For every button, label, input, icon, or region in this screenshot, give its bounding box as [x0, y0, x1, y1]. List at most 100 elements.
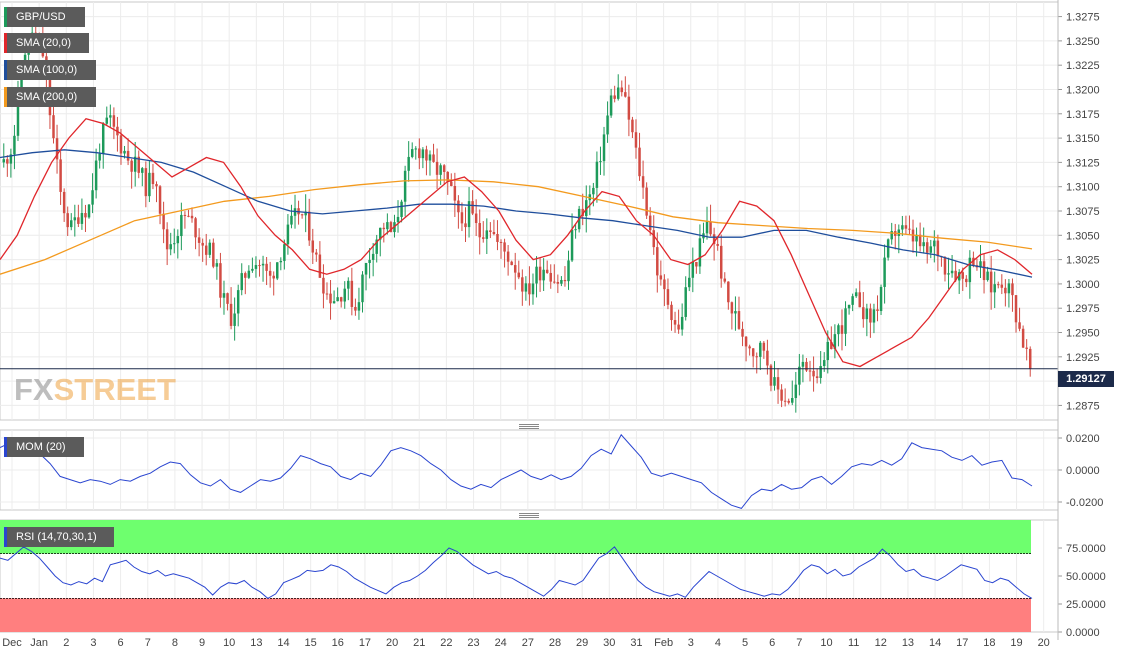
- candle-body: [258, 265, 261, 267]
- candle-body: [371, 253, 375, 260]
- candle-body: [13, 135, 16, 155]
- candle-body: [204, 245, 208, 255]
- candle-body: [304, 211, 307, 216]
- candle-body: [485, 230, 489, 239]
- candle-body: [279, 260, 283, 263]
- x-tick-label: 30: [603, 637, 615, 649]
- watermark-fx: FX: [14, 372, 54, 407]
- candle-body: [961, 272, 964, 279]
- y-tick-label: 1.3000: [1066, 279, 1100, 291]
- candle-body: [101, 123, 105, 154]
- candle-body: [80, 212, 84, 224]
- candle-body: [126, 150, 130, 161]
- candle-body: [9, 154, 13, 164]
- candle-body: [109, 115, 112, 118]
- rsi-legend[interactable]: RSI (14,70,30,1): [4, 527, 114, 547]
- candle-body: [94, 160, 98, 191]
- candle-body: [460, 212, 464, 224]
- candle-body: [137, 156, 140, 173]
- candle-body: [716, 244, 719, 246]
- candle-body: [435, 161, 439, 175]
- rsi-y-tick-label: 25.0000: [1066, 599, 1106, 611]
- candle-body: [180, 214, 183, 237]
- candle-body: [158, 186, 162, 214]
- candle-body: [233, 313, 236, 326]
- symbol-label: GBP/USD: [16, 11, 66, 23]
- mom-legend[interactable]: MOM (20): [4, 437, 84, 457]
- candle-body: [329, 293, 332, 304]
- x-tick-label: 14: [277, 637, 289, 649]
- x-tick-label: 15: [305, 637, 317, 649]
- candle-body: [254, 265, 258, 269]
- candle-body: [133, 156, 137, 172]
- candle-body: [663, 279, 666, 290]
- candle-body: [1007, 283, 1011, 294]
- candle-body: [6, 159, 9, 164]
- x-tick-label: 11: [848, 637, 859, 649]
- x-tick-label: Dec: [2, 637, 22, 649]
- candle-body: [833, 334, 837, 350]
- sma100-legend[interactable]: SMA (100,0): [4, 60, 96, 80]
- candle-body: [997, 284, 1000, 286]
- candle-body: [240, 273, 243, 291]
- rsi-overbought-zone: [0, 520, 1031, 554]
- fxstreet-watermark: FXSTREET: [14, 372, 176, 408]
- candle-body: [1011, 283, 1014, 296]
- sma20-legend[interactable]: SMA (20,0): [4, 33, 89, 53]
- candle-body: [16, 89, 20, 136]
- candle-body: [453, 186, 457, 201]
- panel-resize-handle-1[interactable]: [519, 424, 539, 429]
- sma20-line: [0, 117, 1033, 368]
- candle-body: [194, 218, 197, 238]
- candle-body: [265, 263, 268, 271]
- candle-body: [542, 269, 545, 281]
- candle-body: [592, 187, 595, 195]
- candle-body: [268, 270, 272, 276]
- candle-body: [794, 384, 798, 399]
- rsi-y-tick-label: 0.0000: [1066, 627, 1100, 639]
- candle-body: [901, 225, 904, 230]
- candle-body: [311, 240, 315, 253]
- candle-body: [251, 268, 254, 271]
- candle-body: [670, 304, 673, 321]
- candle-body: [531, 283, 535, 295]
- candle-body: [506, 251, 510, 262]
- x-tick-label: 13: [902, 637, 914, 649]
- candle-body: [1014, 295, 1018, 323]
- candle-body: [155, 184, 158, 187]
- candle-body: [208, 242, 212, 255]
- candle-body: [869, 308, 872, 323]
- candle-body: [290, 215, 293, 225]
- candle-body: [744, 336, 748, 347]
- candle-body: [762, 342, 766, 351]
- candle-body: [986, 271, 989, 281]
- current-price-tag: 1.29127: [1058, 371, 1114, 387]
- candle-body: [826, 341, 830, 361]
- candle-body: [680, 316, 684, 330]
- x-tick-label: 18: [983, 637, 995, 649]
- x-tick-label: 23: [467, 637, 479, 649]
- candle-body: [503, 242, 506, 252]
- candle-body: [755, 356, 758, 358]
- candle-body: [322, 277, 325, 294]
- candle-body: [105, 117, 109, 124]
- candle-body: [776, 377, 780, 390]
- candle-body: [307, 211, 311, 241]
- panel-resize-handle-2[interactable]: [519, 513, 539, 518]
- candle-body: [787, 400, 790, 403]
- candle-body: [620, 87, 624, 93]
- candle-body: [595, 161, 599, 188]
- y-tick-label: 1.2950: [1066, 328, 1100, 340]
- sma200-legend[interactable]: SMA (200,0): [4, 87, 96, 107]
- candle-body: [769, 365, 773, 386]
- candle-body: [666, 289, 670, 305]
- candle-body: [98, 153, 101, 161]
- candle-body: [403, 170, 407, 202]
- x-tick-label: Feb: [654, 637, 673, 649]
- candle-body: [947, 273, 950, 275]
- candle-body: [918, 234, 922, 247]
- candle-body: [616, 87, 620, 99]
- mom-y-tick-label: -0.0200: [1066, 497, 1103, 509]
- symbol-legend[interactable]: GBP/USD: [4, 7, 85, 27]
